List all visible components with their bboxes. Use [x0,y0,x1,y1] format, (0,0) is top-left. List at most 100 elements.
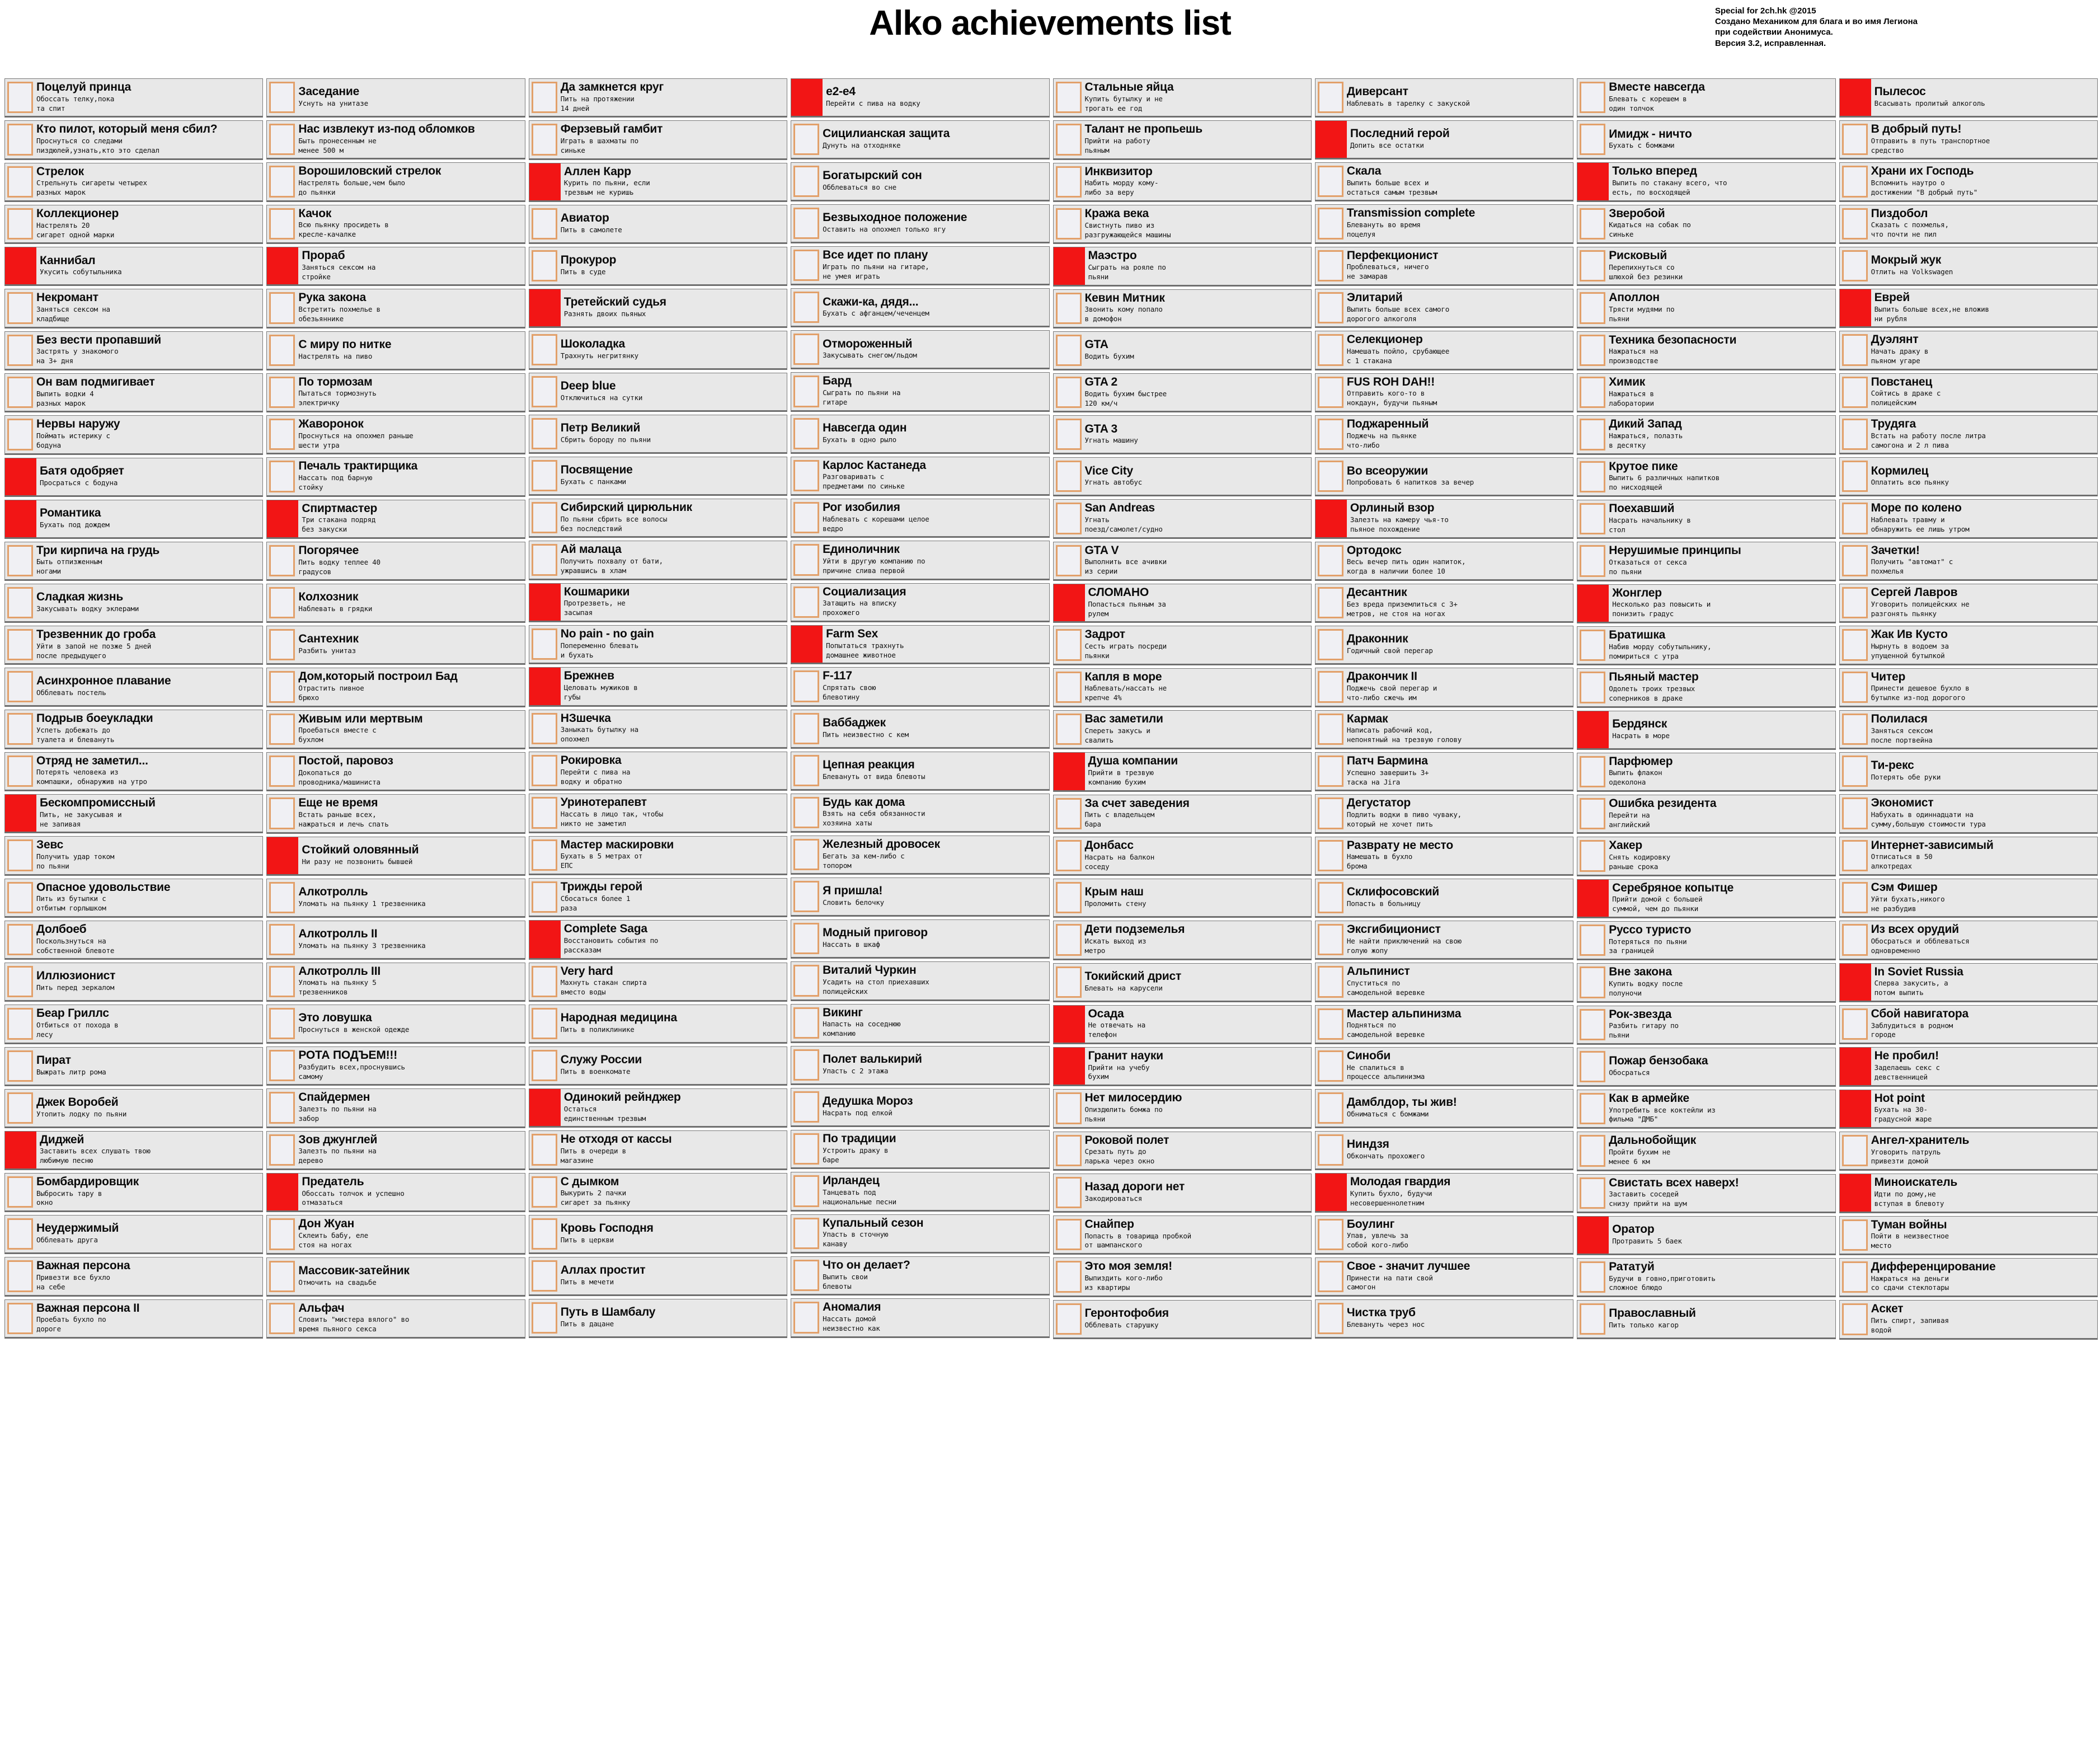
achievement-card[interactable]: Маэстро Сыграть на рояле по пьяни [1053,247,1312,287]
achievement-card[interactable]: Десантник Без вреда приземлиться с 3+ мет… [1314,583,1574,623]
achievement-card[interactable]: Нервы наружу Поймать истерику с бодуна [4,415,264,455]
achievement-card[interactable]: Нас извлекут из-под обломков Быть пронесе… [266,120,525,160]
achievement-card[interactable]: Поехавший Насрать начальнику в стол [1577,499,1836,539]
achievement-card[interactable]: Экономист Набухать в одиннадцати на сумму… [1839,794,2098,834]
achievement-card[interactable]: Душа компании Прийти в трезвую компанию б… [1053,752,1312,792]
achievement-card[interactable]: Оратор Протравить 5 баек [1577,1215,1836,1255]
achievement-card[interactable]: Пиздобол Сказать с похмелья, что почти не… [1839,204,2098,244]
achievement-card[interactable]: Богатырский сон Обблеваться во сне [791,162,1050,201]
achievement-card[interactable]: Ай малаца Получить похвалу от бати, ужрав… [528,541,788,580]
achievement-card[interactable]: Кевин Митник Звонить кому попало в домофо… [1053,289,1312,328]
achievement-card[interactable]: Сбой навигатора Заблудиться в родном горо… [1839,1005,2098,1045]
achievement-card[interactable]: Поджаренный Поджечь на пьянке что-либо [1314,415,1574,455]
achievement-card[interactable]: Боулинг Упав, увлечь за собой кого-либо [1314,1215,1574,1255]
achievement-card[interactable]: Долбоеб Поскользнуться на собственной бле… [4,920,264,960]
achievement-card[interactable]: Все идет по плану Играть по пьяни на гита… [791,246,1050,286]
achievement-card[interactable]: Беар Гриллс Отбиться от похода в лесу [4,1005,264,1044]
achievement-card[interactable]: Стальные яйца Купить бутылку и не трогать… [1053,78,1312,118]
achievement-card[interactable]: Зачетки! Получить "автомат" с похмелья [1839,541,2098,581]
achievement-card[interactable]: Железный дровосек Бегать за кем-либо с то… [791,835,1050,875]
achievement-card[interactable]: Во всеоружии Попробовать 6 напитков за ве… [1314,457,1574,497]
achievement-card[interactable]: Единоличник Уйти в другую компанию по при… [791,541,1050,580]
achievement-card[interactable]: Опасное удовольствие Пить из бутылки с от… [4,878,264,918]
achievement-card[interactable]: Карлос Кастанеда Разговаривать с предмета… [791,456,1050,496]
achievement-card[interactable]: Колхозник Наблевать в грядки [266,584,525,623]
achievement-card[interactable]: Вне закона Купить водку после полуночи [1577,963,1836,1003]
achievement-card[interactable]: Да замкнется круг Пить на протяжении 14 д… [528,78,788,118]
achievement-card[interactable]: Рог изобилия Наблевать с корешами целое в… [791,498,1050,538]
achievement-card[interactable]: НЗшечка Заныкать бутылку на опохмел [528,709,788,749]
achievement-card[interactable]: Сибирский цирюльник По пьяни сбрить все в… [528,498,788,538]
achievement-card[interactable]: Капля в море Наблевать/нассать не крепче … [1053,668,1312,707]
achievement-card[interactable]: Дикий Запад Нажраться, полазть в десятку [1577,415,1836,455]
achievement-card[interactable]: Бард Сыграть по пьяни на гитаре [791,372,1050,412]
achievement-card[interactable]: Петр Великий Сбрить бороду по пьяни [528,414,788,454]
achievement-card[interactable]: Прокурор Пить в суде [528,246,788,286]
achievement-card[interactable]: Братишка Набив морду собутыльнику, помири… [1577,626,1836,666]
achievement-card[interactable]: Авиатор Пить в самолете [528,204,788,244]
achievement-card[interactable]: Шоколадка Трахнуть негритянку [528,330,788,370]
achievement-card[interactable]: Чистка труб Блевануть через нос [1314,1299,1574,1339]
achievement-card[interactable]: СЛОМАНО Попасться пьяным за рулем [1053,583,1312,623]
achievement-card[interactable]: За счет заведения Пить с владельцем бара [1053,794,1312,834]
achievement-card[interactable]: Ортодокс Весь вечер пить один напиток, ко… [1314,541,1574,581]
achievement-card[interactable]: Асинхронное плавание Обблевать постель [4,668,264,707]
achievement-card[interactable]: In Soviet Russia Сперва закусить, а потом… [1839,963,2098,1002]
achievement-card[interactable]: Служу России Пить в военкомате [528,1046,788,1086]
achievement-card[interactable]: Вас заметили Спереть закусь и свалить [1053,710,1312,750]
achievement-card[interactable]: Последний герой Допить все остатки [1314,120,1574,159]
achievement-card[interactable]: Крым наш Проломить стену [1053,879,1312,918]
achievement-card[interactable]: Он вам подмигивает Выпить водки 4 разных … [4,373,264,413]
achievement-card[interactable]: Еще не время Встать раньше всех, нажратьс… [266,794,525,834]
achievement-card[interactable]: Диджей Заставить всех слушать твою любиму… [4,1130,264,1170]
achievement-card[interactable]: Одинокий рейнджер Остаться единственным т… [528,1088,788,1128]
achievement-card[interactable]: Рокировка Перейти с пива на водку и обрат… [528,751,788,791]
achievement-card[interactable]: Брежнев Целовать мужиков в губы [528,667,788,707]
achievement-card[interactable]: Качок Всю пьянку просидеть в кресле-качал… [266,204,525,244]
achievement-card[interactable]: РОТА ПОДЪЕМ!!! Разбудить всех,проснувшись… [266,1046,525,1086]
achievement-card[interactable]: Аномалия Нассать домой неизвестно как [791,1298,1050,1338]
achievement-card[interactable]: Transmission complete Блевануть во время … [1314,204,1574,244]
achievement-card[interactable]: Патч Бармина Успешно завершить 3+ таска н… [1314,752,1574,792]
achievement-card[interactable]: Это ловушка Проснуться в женской одежде [266,1004,525,1044]
achievement-card[interactable]: GTA V Выполнить все ачивки из серии [1053,541,1312,581]
achievement-card[interactable]: Жонглер Несколько раз повысить и понизить… [1577,584,1836,623]
achievement-card[interactable]: Бескомпромиссный Пить, не закусывая и не … [4,794,264,834]
achievement-card[interactable]: Алкотролль Уломать на пьянку 1 трезвенник… [266,878,525,918]
achievement-card[interactable]: Сэм Фишер Уйти бухать,никого не разбудив [1839,878,2098,918]
achievement-card[interactable]: Три кирпича на грудь Быть отпизженным ног… [4,541,264,581]
achievement-card[interactable]: Скала Выпить больше всех и остаться самым… [1314,162,1574,202]
achievement-card[interactable]: Купальный сезон Упасть в сточную канаву [791,1214,1050,1254]
achievement-card[interactable]: Жаворонок Проснуться на опохмел раньше ше… [266,415,525,455]
achievement-card[interactable]: Deep blue Отключиться на сутки [528,372,788,412]
achievement-card[interactable]: Как в армейке Употребить все коктейли из … [1577,1089,1836,1129]
achievement-card[interactable]: Аллен Карр Курить по пьяни, если трезвым … [528,162,788,202]
achievement-card[interactable]: Живым или мертвым Проебаться вместе с бух… [266,710,525,749]
achievement-card[interactable]: Интернет-зависимый Отписаться в 50 алкотр… [1839,836,2098,876]
achievement-card[interactable]: Ти-рекс Потерять обе руки [1839,752,2098,792]
achievement-card[interactable]: Геронтофобия Обблевать старушку [1053,1299,1312,1339]
achievement-card[interactable]: Постой, паровоз Докопаться до проводника/… [266,752,525,792]
achievement-card[interactable]: Народная медицина Пить в поликлинике [528,1004,788,1044]
achievement-card[interactable]: Мастер альпинизма Подняться по самодельно… [1314,1005,1574,1044]
achievement-card[interactable]: Пожар бензобака Обосраться [1577,1047,1836,1087]
achievement-card[interactable]: Православный Пить только кагор [1577,1300,1836,1340]
achievement-card[interactable]: Орлиный взор Залезть на камеру чья-то пья… [1314,499,1574,539]
achievement-card[interactable]: Море по колено Наблевать травму и обнаруж… [1839,499,2098,539]
achievement-card[interactable]: Туман войны Пойти в неизвестное место [1839,1215,2098,1255]
achievement-card[interactable]: Прораб Заняться сексом на стройке [266,246,525,287]
achievement-card[interactable]: Спайдермен Залезть по пьяни на забор [266,1088,525,1128]
achievement-card[interactable]: Безвыходное положение Оставить на опохмел… [791,204,1050,243]
achievement-card[interactable]: Это моя земля! Выпиздить кого-либо из ква… [1053,1257,1312,1297]
achievement-card[interactable]: Без вести пропавший Застрять у знакомого … [4,331,264,370]
achievement-card[interactable]: По тормозам Пытаться тормознуть электричк… [266,373,525,412]
achievement-card[interactable]: Селекционер Намешать пойло, срубающее с 1… [1314,331,1574,370]
achievement-card[interactable]: В добрый путь! Отправить в путь транспорт… [1839,120,2098,160]
achievement-card[interactable]: Дамблдор, ты жив! Обниматься с бомжами [1314,1089,1574,1129]
achievement-card[interactable]: Что он делает? Выпить свои блевоты [791,1256,1050,1296]
achievement-card[interactable]: Свое - значит лучшее Принести на пати сво… [1314,1257,1574,1297]
achievement-card[interactable]: Поцелуй принца Обоссать телку,пока та спи… [4,78,264,118]
achievement-card[interactable]: Важная персона Привезти все бухло на себе [4,1257,264,1297]
achievement-card[interactable]: С дымком Выкурить 2 пачки сигарет за пьян… [528,1172,788,1212]
achievement-card[interactable]: Некромант Заняться сексом на кладбище [4,289,264,328]
